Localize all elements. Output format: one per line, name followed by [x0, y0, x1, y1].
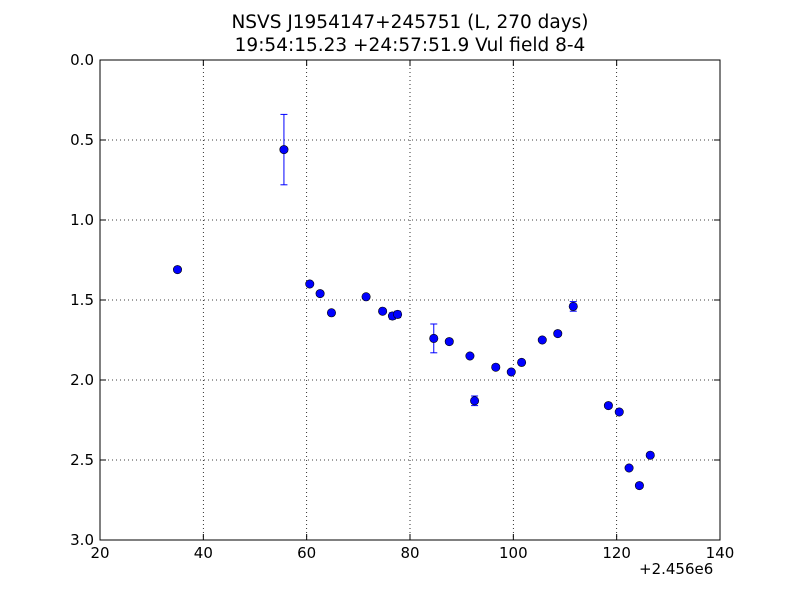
- chart-title: NSVS J1954147+245751 (L, 270 days): [231, 12, 589, 33]
- x-offset-label: +2.456e6: [639, 560, 714, 578]
- y-tick-label: 2.0: [70, 371, 94, 389]
- x-tick-label: 80: [400, 544, 419, 562]
- data-point: [491, 362, 501, 372]
- data-point: [553, 329, 563, 339]
- y-tick-label: 1.5: [70, 291, 94, 309]
- data-point: [279, 145, 289, 155]
- data-point: [378, 306, 388, 316]
- data-point: [444, 337, 454, 347]
- x-tick-label: 120: [602, 544, 631, 562]
- grid-lines: [100, 60, 720, 540]
- data-points: [173, 145, 655, 491]
- data-point: [361, 292, 371, 302]
- y-tick-label: 0.0: [70, 51, 94, 69]
- data-point: [634, 481, 644, 491]
- data-point: [429, 333, 439, 343]
- data-point: [470, 396, 480, 406]
- x-tick-label: 40: [194, 544, 213, 562]
- data-point: [568, 301, 578, 311]
- data-point: [393, 309, 403, 319]
- x-tick-labels: 20 40 60 80 100 120 140: [90, 544, 734, 562]
- y-tick-label: 3.0: [70, 531, 94, 549]
- y-tick-label: 2.5: [70, 451, 94, 469]
- data-point: [645, 450, 655, 460]
- data-point: [506, 367, 516, 377]
- axis-ticks: [99, 59, 721, 541]
- chart-subtitle: 19:54:15.23 +24:57:51.9 Vul field 8-4: [234, 35, 586, 56]
- x-tick-label: 140: [706, 544, 735, 562]
- data-point: [624, 463, 634, 473]
- data-point: [614, 407, 624, 417]
- data-point: [537, 335, 547, 345]
- y-tick-label: 1.0: [70, 211, 94, 229]
- data-point: [517, 357, 527, 367]
- data-point: [315, 289, 325, 299]
- y-tick-label: 0.5: [70, 131, 94, 149]
- x-tick-label: 100: [499, 544, 528, 562]
- data-point: [326, 308, 336, 318]
- x-tick-label: 20: [90, 544, 109, 562]
- data-point: [305, 279, 315, 289]
- error-bars: [280, 113, 577, 407]
- data-point: [465, 351, 475, 361]
- y-tick-labels: 0.0 0.5 1.0 1.5 2.0 2.5 3.0: [70, 51, 94, 549]
- data-point: [173, 265, 183, 275]
- data-point: [603, 401, 613, 411]
- x-tick-label: 60: [297, 544, 316, 562]
